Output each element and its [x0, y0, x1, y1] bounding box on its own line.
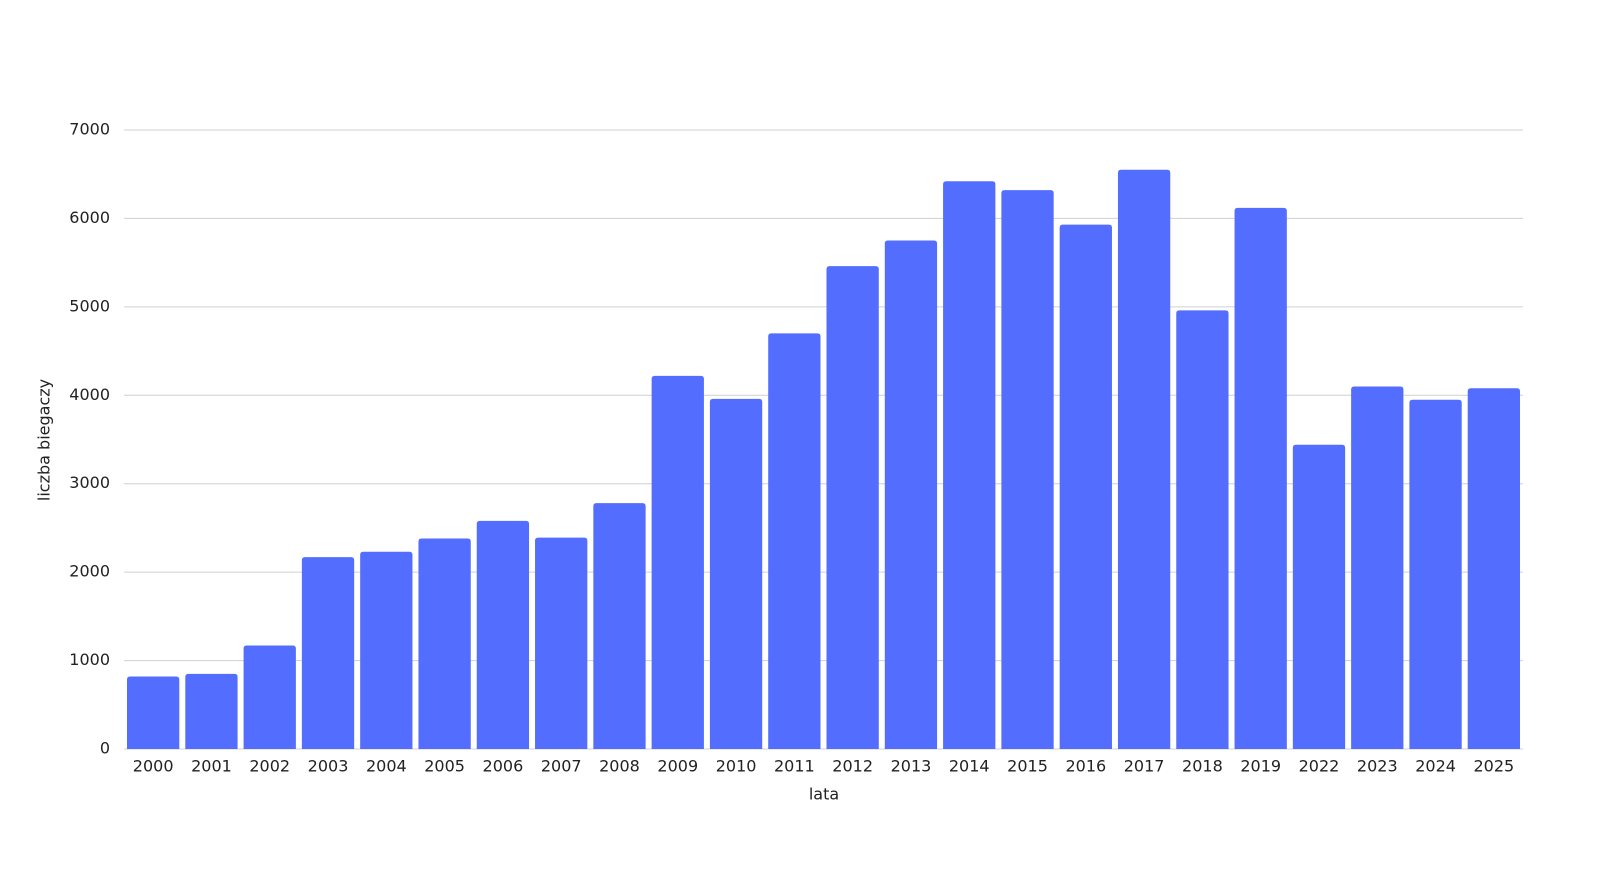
- x-tick-label: 2004: [366, 757, 407, 776]
- bar: [943, 181, 996, 749]
- x-tick-label: 2005: [424, 757, 465, 776]
- bar: [1351, 386, 1404, 749]
- bar: [243, 645, 296, 749]
- bar: [301, 557, 355, 749]
- x-tick-label: 2009: [657, 757, 698, 776]
- x-tick-label: 2000: [133, 757, 174, 776]
- bar: [185, 673, 238, 749]
- bar: [1117, 169, 1171, 750]
- x-tick-label: 2024: [1415, 757, 1456, 776]
- x-tick-label: 2001: [191, 757, 232, 776]
- x-tick-label: 2023: [1357, 757, 1398, 776]
- y-axis-label: liczba biegaczy: [35, 379, 54, 501]
- bar: [1467, 388, 1520, 749]
- bar: [476, 520, 530, 749]
- x-tick-label: 2007: [541, 757, 582, 776]
- y-tick-label: 2000: [69, 562, 110, 581]
- y-tick-label: 7000: [69, 120, 110, 139]
- bar: [884, 240, 938, 750]
- y-tick-label: 3000: [69, 473, 110, 492]
- bar: [1001, 190, 1054, 750]
- x-tick-label: 2013: [891, 757, 932, 776]
- x-tick-label: 2011: [774, 757, 815, 776]
- x-tick-label: 2025: [1473, 757, 1514, 776]
- x-tick-label: 2022: [1299, 757, 1340, 776]
- y-tick-label: 6000: [69, 208, 110, 227]
- bar: [535, 537, 588, 749]
- bar: [593, 503, 646, 749]
- bar: [1234, 207, 1287, 749]
- bar: [1176, 310, 1229, 749]
- y-tick-label: 0: [100, 739, 110, 758]
- x-tick-label: 2016: [1065, 757, 1106, 776]
- y-tick-label: 5000: [69, 296, 110, 315]
- x-tick-label: 2006: [483, 757, 524, 776]
- x-tick-label: 2019: [1240, 757, 1281, 776]
- x-axis-label: lata: [809, 785, 839, 804]
- bar: [709, 398, 763, 749]
- x-tick-label: 2008: [599, 757, 640, 776]
- x-tick-label: 2015: [1007, 757, 1048, 776]
- bar: [1409, 399, 1462, 749]
- y-tick-label: 1000: [69, 650, 110, 669]
- x-tick-label: 2010: [716, 757, 757, 776]
- bar: [651, 375, 704, 749]
- x-tick-label: 2017: [1124, 757, 1165, 776]
- bar: [768, 333, 821, 749]
- x-tick-label: 2002: [249, 757, 290, 776]
- y-tick-label: 4000: [69, 385, 110, 404]
- x-tick-label: 2012: [832, 757, 873, 776]
- bar: [360, 551, 413, 749]
- x-tick-label: 2018: [1182, 757, 1223, 776]
- bar: [826, 266, 879, 749]
- x-tick-label: 2003: [308, 757, 349, 776]
- bar: [1292, 444, 1346, 749]
- x-tick-label: 2014: [949, 757, 990, 776]
- bar: [418, 538, 471, 749]
- bar: [127, 676, 180, 749]
- bar: [1059, 224, 1112, 749]
